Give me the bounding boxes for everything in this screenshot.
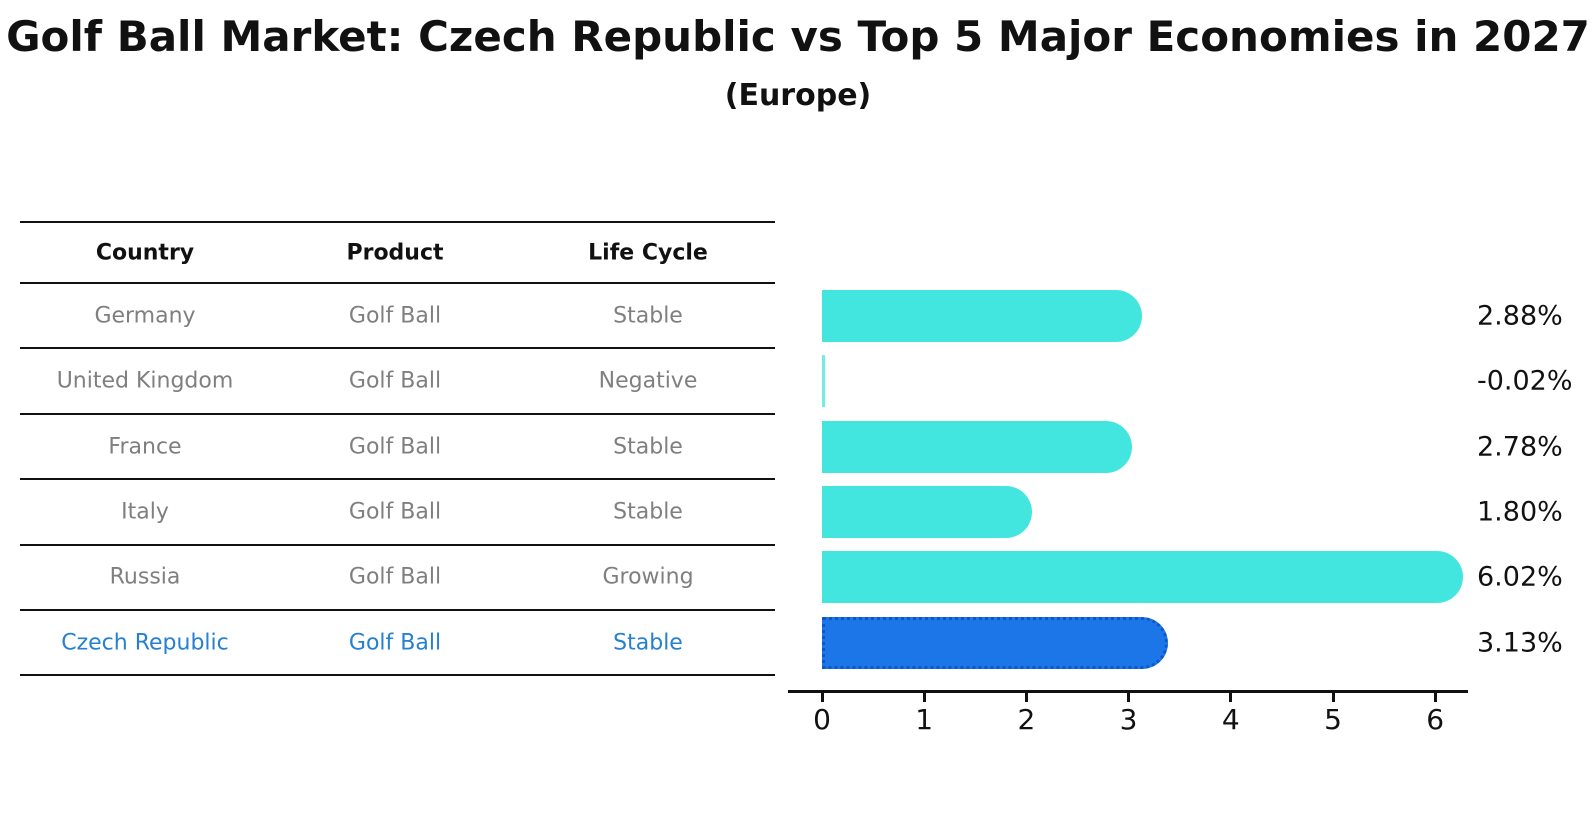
bar-germany: [822, 289, 1143, 342]
value-label: 6.02%: [1477, 561, 1563, 593]
bar-russia: [822, 551, 1464, 604]
table-rule: [20, 347, 775, 350]
life-cycle-cell: Growing: [602, 564, 694, 590]
x-axis-tick-label: 6: [1426, 703, 1445, 736]
x-axis-tick-label: 2: [1017, 703, 1036, 736]
product-cell: Golf Ball: [348, 499, 442, 525]
x-axis-tick-label: 0: [813, 703, 831, 736]
life-cycle-cell: Stable: [613, 630, 683, 656]
product-cell: Golf Ball: [348, 564, 442, 590]
country-cell: France: [108, 434, 182, 459]
country-cell: Italy: [121, 499, 169, 525]
value-label: 3.13%: [1477, 627, 1563, 659]
column-header-country: Country: [95, 240, 195, 265]
life-cycle-cell: Negative: [598, 368, 698, 394]
x-axis-tick: [1331, 690, 1335, 702]
column-header-product: Product: [346, 240, 444, 265]
x-axis-tick: [1024, 690, 1028, 702]
life-cycle-cell: Stable: [613, 303, 683, 329]
x-axis-tick: [1127, 690, 1131, 702]
bar-france: [822, 420, 1133, 473]
x-axis-tick-label: 1: [915, 703, 934, 736]
column-header-life-cycle: Life Cycle: [588, 240, 708, 265]
product-cell: Golf Ball: [348, 630, 442, 656]
value-label: -0.02%: [1477, 365, 1573, 397]
table-rule: [20, 478, 775, 481]
country-cell: United Kingdom: [56, 368, 234, 394]
x-axis-tick: [820, 690, 824, 702]
value-label: 2.88%: [1477, 300, 1563, 332]
x-axis-tick: [1229, 690, 1233, 702]
country-cell: Russia: [109, 564, 181, 590]
product-cell: Golf Ball: [348, 434, 442, 459]
table-rule: [20, 543, 775, 546]
table-rule: [20, 412, 775, 415]
page-subtitle: (Europe): [724, 78, 872, 113]
product-cell: Golf Ball: [348, 368, 442, 394]
x-axis-tick: [1433, 690, 1437, 702]
bar-italy: [822, 485, 1032, 538]
table-rule: [20, 674, 775, 677]
bar-united-kingdom: [822, 355, 825, 408]
x-axis-tick: [922, 690, 926, 702]
table-rule: [20, 282, 775, 284]
x-axis-tick-label: 5: [1324, 703, 1342, 736]
value-label: 2.78%: [1477, 431, 1563, 462]
country-cell: Czech Republic: [61, 630, 229, 656]
life-cycle-cell: Stable: [613, 434, 683, 459]
table-rule: [20, 221, 775, 223]
bar-czech-republic: [822, 616, 1168, 669]
product-cell: Golf Ball: [348, 303, 442, 329]
value-label: 1.80%: [1477, 496, 1563, 528]
x-axis-tick-label: 4: [1221, 703, 1240, 736]
page-title: Golf Ball Market: Czech Republic vs Top …: [6, 12, 1590, 61]
country-cell: Germany: [94, 303, 196, 329]
life-cycle-cell: Stable: [613, 499, 683, 525]
x-axis-tick-label: 3: [1119, 703, 1138, 736]
table-rule: [20, 609, 775, 611]
